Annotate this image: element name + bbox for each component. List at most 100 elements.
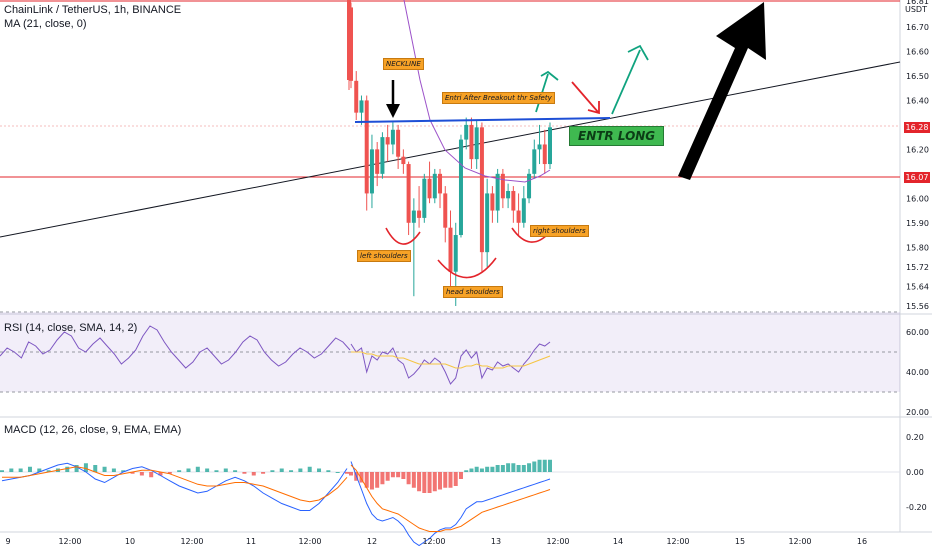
left-shoulder-label: left shoulders xyxy=(357,250,411,262)
macd-hist-bar xyxy=(417,472,422,492)
macd-hist-bar xyxy=(186,468,191,472)
candle-body xyxy=(385,137,390,145)
price-tick-label: 15.64 xyxy=(906,282,929,291)
candle-body xyxy=(521,198,526,223)
price-tag-level: 16.07 xyxy=(904,172,930,183)
macd-hist-bar xyxy=(27,466,32,472)
price-tick-label: 15.56 xyxy=(906,302,929,311)
candle-body xyxy=(527,173,532,199)
macd-hist-bar xyxy=(521,465,526,472)
macd-hist-bar xyxy=(453,472,458,486)
signal-history-line xyxy=(2,466,348,503)
green-arrow-1-head xyxy=(540,70,559,81)
time-tick-label: 12:00 xyxy=(422,537,445,546)
green-arrow-2-head xyxy=(627,44,649,61)
candle-body xyxy=(495,173,500,211)
candle-body xyxy=(354,80,359,113)
candle-body xyxy=(422,178,427,218)
macd-hist-bar xyxy=(443,472,448,488)
candle-body xyxy=(506,190,511,199)
rsi-tick-label: 60.00 xyxy=(906,328,929,337)
time-tick-label: 10 xyxy=(125,537,135,546)
macd-hist-bar xyxy=(511,463,516,472)
macd-hist-bar xyxy=(9,468,14,472)
neckline-arrow-head xyxy=(386,104,400,118)
macd-hist-bar xyxy=(385,472,390,481)
price-tick-label: 16.70 xyxy=(906,23,929,32)
rsi-sma-line xyxy=(351,351,551,369)
macd-hist-bar xyxy=(233,470,238,472)
macd-hist-bar xyxy=(516,465,521,472)
time-tick-label: 12:00 xyxy=(546,537,569,546)
candle-body xyxy=(469,124,474,160)
price-tick-label: 15.72 xyxy=(906,263,929,272)
macd-hist-bar xyxy=(506,463,511,472)
rsi-tick-label: 40.00 xyxy=(906,368,929,377)
macd-hist-bar xyxy=(479,468,484,472)
macd-hist-bar xyxy=(427,472,432,493)
macd-hist-bar xyxy=(411,472,416,488)
candle-body xyxy=(511,190,516,211)
macd-hist-bar xyxy=(158,472,163,476)
green-arrow-2 xyxy=(611,49,641,115)
time-tick-label: 12:00 xyxy=(666,537,689,546)
candle-body xyxy=(474,127,479,160)
price-tick-label: 16.60 xyxy=(906,47,929,56)
red-arrow-head xyxy=(587,101,600,115)
price-tick-label: 16.50 xyxy=(906,72,929,81)
macd-hist-bar xyxy=(18,468,23,472)
macd-hist-bar xyxy=(375,472,380,488)
price-tick-label: 15.80 xyxy=(906,243,929,252)
macd-hist-bar xyxy=(359,472,364,483)
candle-body xyxy=(417,210,422,218)
chart-title: ChainLink / TetherUS, 1h, BINANCE xyxy=(4,4,182,16)
time-tick-label: 12:00 xyxy=(788,537,811,546)
candle-body xyxy=(401,156,406,165)
macd-hist-bar xyxy=(83,463,88,472)
big-black-arrow xyxy=(678,2,766,180)
candle-body xyxy=(432,173,437,199)
macd-history-line xyxy=(1,462,348,511)
price-tick-label: 16.00 xyxy=(906,194,929,203)
macd-hist-bar xyxy=(335,472,340,473)
macd-hist-bar xyxy=(223,468,228,472)
macd-hist-bar xyxy=(527,463,532,472)
macd-hist-bar xyxy=(195,466,200,472)
rsi-title: RSI (14, close, SMA, 14, 2) xyxy=(4,322,138,334)
macd-hist-bar xyxy=(548,459,552,472)
macd-hist-bar xyxy=(149,472,154,478)
candle-body xyxy=(347,0,351,80)
macd-hist-bar xyxy=(458,472,463,479)
macd-hist-bar xyxy=(485,466,490,472)
macd-hist-bar xyxy=(326,470,331,472)
macd-hist-bar xyxy=(490,466,495,472)
price-tick-label: 15.90 xyxy=(906,219,929,228)
macd-hist-bar xyxy=(364,472,369,488)
macd-hist-bar xyxy=(464,470,469,472)
candle-body xyxy=(427,178,432,199)
macd-hist-bar xyxy=(537,459,542,472)
macd-hist-bar xyxy=(401,472,406,479)
candle-body xyxy=(453,235,458,272)
macd-hist-bar xyxy=(251,472,256,476)
candle-body xyxy=(458,139,463,236)
trendline xyxy=(0,61,901,238)
candle-body xyxy=(537,144,542,150)
entry-note-label: Entri After Breakout thr Safety xyxy=(442,92,555,104)
macd-hist-bar xyxy=(307,466,312,472)
macd-hist-bar xyxy=(214,470,219,472)
candle-body xyxy=(516,210,521,223)
ma-indicator-label: MA (21, close, 0) xyxy=(4,18,87,30)
macd-hist-bar xyxy=(177,470,182,472)
macd-hist-bar xyxy=(396,472,401,478)
macd-hist-bar xyxy=(289,470,294,472)
macd-line xyxy=(350,461,551,547)
macd-hist-bar xyxy=(390,472,395,478)
macd-hist-bar xyxy=(345,472,349,474)
left-shoulder-curve xyxy=(385,227,421,245)
macd-hist-bar xyxy=(102,466,107,472)
right-shoulder-label: right shoulders xyxy=(530,225,589,237)
currency-label: USDT xyxy=(905,5,927,14)
time-tick-label: 16 xyxy=(857,537,867,546)
